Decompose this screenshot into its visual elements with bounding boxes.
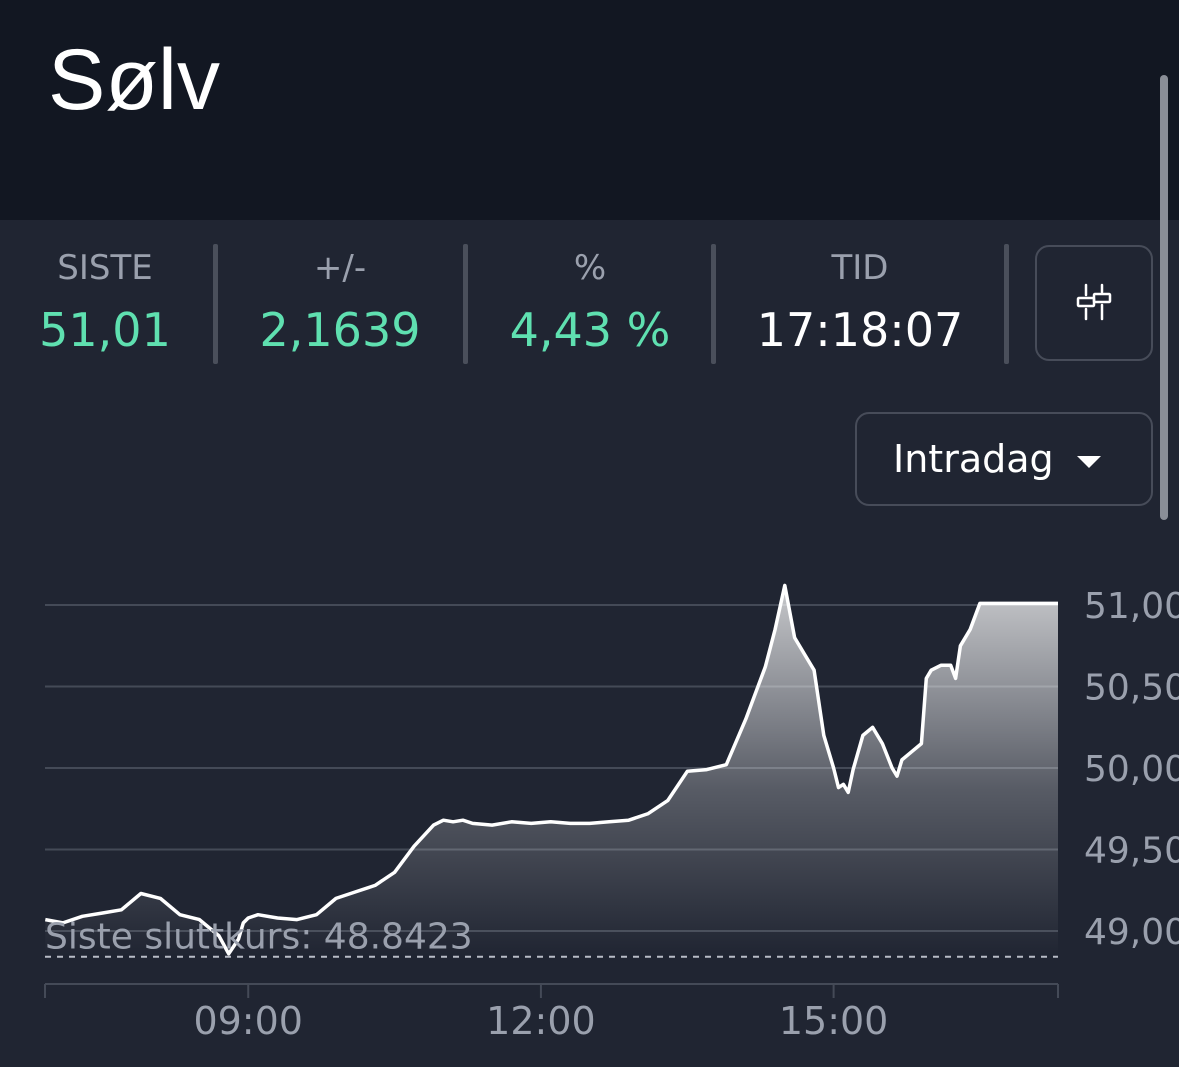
stat-last-value: 51,01	[39, 303, 171, 357]
stat-percent: % 4,43 %	[480, 240, 700, 364]
page-title: Sølv	[48, 32, 220, 128]
previous-close-label: Siste sluttkurs: 48.8423	[45, 917, 473, 958]
scrollbar[interactable]	[1160, 75, 1168, 520]
stat-divider	[1004, 244, 1009, 364]
stat-change-label: +/-	[313, 248, 367, 288]
stat-change: +/- 2,1639	[230, 240, 450, 364]
stat-divider	[213, 244, 218, 364]
chart-settings-button[interactable]	[1035, 245, 1153, 361]
x-tick-label: 09:00	[193, 999, 303, 1043]
x-tick-label: 12:00	[486, 999, 596, 1043]
series-area	[45, 585, 1059, 956]
range-dropdown[interactable]: Intradag	[855, 412, 1153, 506]
stat-last: SISTE 51,01	[20, 240, 190, 364]
sliders-icon	[1076, 283, 1112, 321]
stat-percent-value: 4,43 %	[509, 303, 671, 357]
stat-divider	[463, 244, 468, 364]
series-line	[44, 583, 1058, 956]
y-tick-label: 49,00	[1084, 912, 1179, 953]
x-tick-label: 15:00	[779, 999, 889, 1043]
caret-down-icon	[1077, 456, 1101, 468]
range-dropdown-label: Intradag	[893, 437, 1054, 481]
y-tick-label: 49,50	[1084, 831, 1179, 872]
y-tick-label: 51,00	[1084, 586, 1179, 627]
stat-time-label: TID	[831, 248, 889, 288]
app-header: Sølv	[0, 0, 1179, 220]
stat-last-label: SISTE	[57, 248, 153, 288]
price-chart: Siste sluttkurs: 48.8423 51,00 50,50 50,00…	[44, 583, 1179, 1043]
stat-time-value: 17:18:07	[756, 303, 964, 357]
y-tick-label: 50,00	[1084, 749, 1179, 790]
stat-change-value: 2,1639	[259, 303, 421, 357]
stat-percent-label: %	[573, 248, 607, 288]
y-tick-label: 50,50	[1084, 668, 1179, 709]
stat-time: TID 17:18:07	[730, 240, 990, 364]
stat-divider	[711, 244, 716, 364]
